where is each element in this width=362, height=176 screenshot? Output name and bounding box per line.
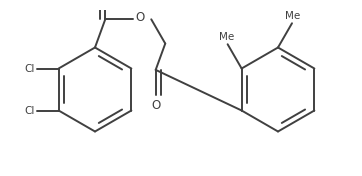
- Text: O: O: [135, 11, 144, 24]
- Text: Cl: Cl: [24, 105, 35, 115]
- Text: Me: Me: [285, 11, 300, 21]
- Text: O: O: [151, 99, 160, 112]
- Text: Me: Me: [219, 32, 234, 42]
- Text: Cl: Cl: [24, 64, 35, 74]
